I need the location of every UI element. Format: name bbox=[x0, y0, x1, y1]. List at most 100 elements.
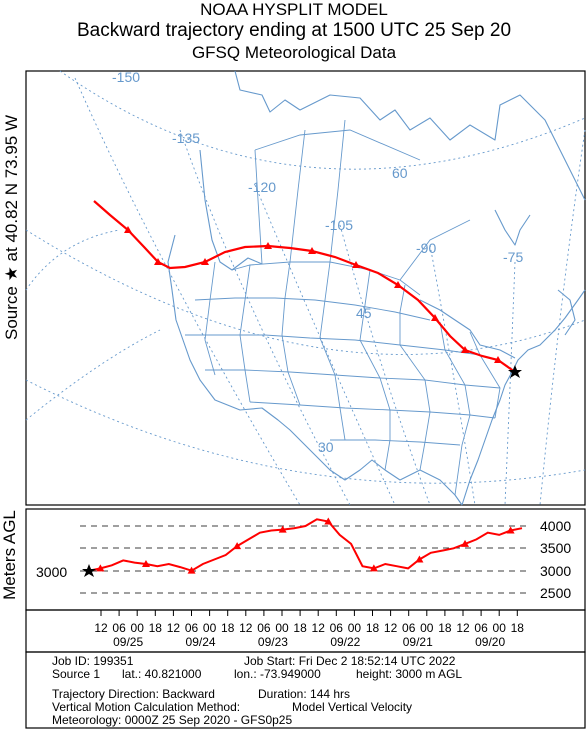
trajectory-marker bbox=[352, 261, 360, 268]
time-hour-label: 00 bbox=[131, 621, 145, 635]
trajectory-marker bbox=[494, 356, 502, 363]
province-boundaries bbox=[254, 119, 471, 281]
sask-manitoba bbox=[329, 119, 346, 263]
time-hour-label: 06 bbox=[330, 621, 344, 635]
map-content: -150 -135 -120 -105 -90 -75 60 45 30 bbox=[25, 69, 586, 506]
time-hour-label: 18 bbox=[366, 621, 380, 635]
height-grid bbox=[80, 525, 528, 594]
east-coast bbox=[461, 289, 586, 506]
state-col-7 bbox=[439, 321, 471, 496]
time-hour-label: 06 bbox=[257, 621, 271, 635]
time-hour-label: 12 bbox=[456, 621, 470, 635]
great-lakes-edge bbox=[419, 299, 516, 359]
time-hour-label: 00 bbox=[493, 621, 507, 635]
alaska-canada-border bbox=[199, 149, 263, 271]
time-date-label: 09/22 bbox=[330, 635, 360, 649]
lat-label-45: 45 bbox=[356, 305, 372, 321]
time-hour-label: 18 bbox=[293, 621, 307, 635]
time-hour-label: 06 bbox=[112, 621, 126, 635]
time-hour-label: 18 bbox=[149, 621, 163, 635]
vertical-method-value: Model Vertical Velocity bbox=[292, 700, 413, 714]
height-tick-2500: 2500 bbox=[540, 585, 571, 601]
state-col-5 bbox=[359, 269, 391, 471]
meridian-150 bbox=[74, 77, 301, 506]
lon-label-90: -90 bbox=[416, 240, 436, 256]
maritimes bbox=[557, 289, 576, 336]
time-hour-label: 00 bbox=[275, 621, 289, 635]
lon-label-135: -135 bbox=[172, 130, 200, 146]
vertical-method-label: Vertical Motion Calculation Method: bbox=[52, 700, 241, 714]
state-col-4 bbox=[319, 261, 346, 441]
time-hour-label: 12 bbox=[167, 621, 181, 635]
time-date-label: 09/20 bbox=[475, 635, 505, 649]
graticule-arc-2 bbox=[25, 329, 161, 421]
meridian-60 bbox=[539, 129, 586, 506]
meridian-105 bbox=[339, 224, 431, 506]
trajectory-duration: Duration: 144 hrs bbox=[258, 687, 351, 701]
time-hour-label: 06 bbox=[402, 621, 416, 635]
trajectory bbox=[93, 200, 522, 378]
height-marker bbox=[278, 525, 287, 533]
trajectory-marker bbox=[461, 346, 469, 353]
time-hour-label: 12 bbox=[239, 621, 253, 635]
time-hour-label: 18 bbox=[511, 621, 525, 635]
height-star-icon bbox=[82, 564, 96, 577]
time-hour-label: 12 bbox=[312, 621, 326, 635]
model-title: NOAA HYSPLIT MODEL bbox=[200, 0, 388, 19]
meridian-120 bbox=[254, 184, 396, 506]
arctic-coast bbox=[234, 70, 586, 201]
height-tick-3000: 3000 bbox=[540, 563, 571, 579]
source-lon: lon.: -73.949000 bbox=[234, 667, 321, 681]
state-col-8 bbox=[469, 331, 501, 419]
hudson-bay-edge bbox=[494, 209, 531, 246]
height-tick-3500: 3500 bbox=[540, 540, 571, 556]
trajectory-marker bbox=[264, 242, 272, 249]
time-date-label: 09/23 bbox=[258, 635, 288, 649]
height-marker bbox=[233, 542, 242, 550]
west-gulf-coast bbox=[167, 234, 463, 506]
trajectory-path bbox=[93, 200, 516, 373]
source-id: Source 1 bbox=[52, 667, 101, 681]
lat-label-60: 60 bbox=[392, 165, 408, 181]
time-hour-label: 18 bbox=[438, 621, 452, 635]
parallel-30 bbox=[25, 379, 586, 484]
time-hour-label: 18 bbox=[221, 621, 235, 635]
lon-label-150: -150 bbox=[112, 69, 140, 85]
parallel-60 bbox=[59, 70, 586, 170]
trajectory-marker bbox=[431, 314, 439, 321]
time-hour-label: 06 bbox=[474, 621, 488, 635]
height-marker bbox=[506, 526, 515, 534]
job-start: Job Start: Fri Dec 2 18:52:14 UTC 2022 bbox=[244, 654, 456, 668]
height-marker bbox=[461, 539, 470, 547]
height-marker bbox=[96, 564, 105, 572]
state-col-2 bbox=[239, 264, 251, 403]
meteorology-title: GFSQ Meteorological Data bbox=[191, 43, 397, 62]
height-series bbox=[88, 517, 523, 574]
time-hour-label: 00 bbox=[420, 621, 434, 635]
state-col-6 bbox=[399, 284, 431, 471]
lon-label-120: -120 bbox=[248, 179, 276, 195]
state-row-1 bbox=[194, 297, 431, 321]
graticule-labels: -150 -135 -120 -105 -90 -75 60 45 30 bbox=[112, 69, 523, 455]
meteorology-info: Meteorology: 0000Z 25 Sep 2020 - GFS0p25 bbox=[52, 713, 293, 727]
state-col-1 bbox=[204, 261, 216, 376]
source-height-value: 3000 bbox=[36, 564, 68, 580]
state-boundaries bbox=[185, 261, 501, 496]
alberta-sask bbox=[289, 129, 306, 263]
height-tick-4000: 4000 bbox=[540, 518, 571, 534]
height-ticks: 4000 3500 3000 2500 bbox=[540, 518, 571, 601]
star-icon bbox=[508, 365, 522, 378]
graticule bbox=[25, 70, 586, 506]
meridian-75 bbox=[504, 261, 516, 506]
state-row-2 bbox=[185, 334, 481, 356]
time-date-label: 09/21 bbox=[403, 635, 433, 649]
trajectory-marker bbox=[394, 281, 402, 288]
time-hour-label: 12 bbox=[384, 621, 398, 635]
state-col-3 bbox=[281, 261, 301, 406]
height-panel-frame bbox=[25, 508, 586, 611]
job-id: Job ID: 199351 bbox=[52, 654, 134, 668]
time-date-label: 09/24 bbox=[186, 635, 216, 649]
time-ticks: 12 06 00 18 12 06 00 18 12 06 00 18 12 06 00 18 12 06 00 18… bbox=[94, 610, 524, 649]
state-row-5 bbox=[330, 439, 461, 446]
trajectory-markers bbox=[124, 226, 502, 363]
